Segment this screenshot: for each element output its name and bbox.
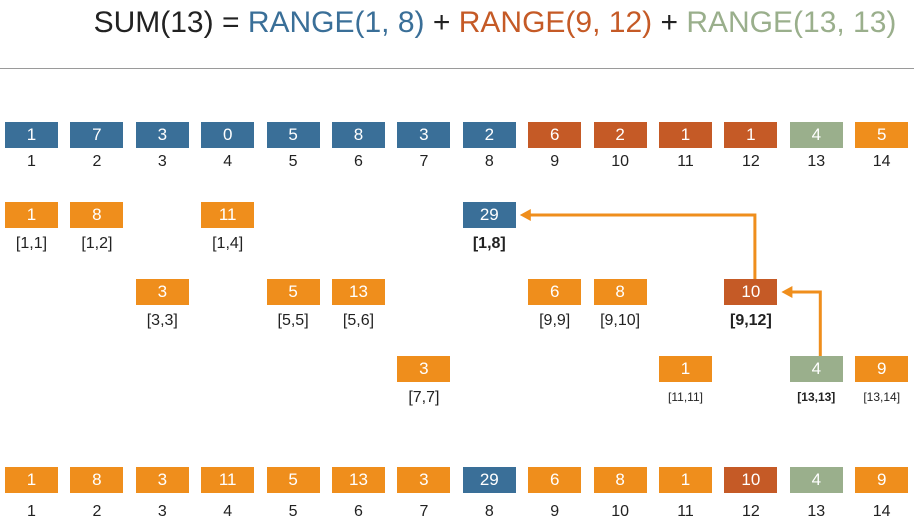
header-divider [0,68,914,69]
arrow-line [528,213,757,279]
bit-index-label: 14 [872,503,891,520]
bit-index-label: 6 [354,503,363,520]
array-index-label: 14 [872,153,891,170]
bit-cell: 6 [528,467,582,493]
tree-node: 11 [201,202,255,228]
bit-index-label: 4 [223,503,233,520]
array-cell: 3 [397,122,451,148]
arrow-head [519,209,531,221]
bit-cell: 8 [593,467,647,493]
array-index-label: 11 [677,153,694,170]
tree-node-range-label: [1,2] [81,235,113,252]
tree-node-range-label: [9,12] [729,312,772,329]
formula-prefix: SUM(13) = [93,6,248,39]
array-cell: 2 [462,122,516,148]
tree-node-range-label: [7,7] [408,389,440,406]
bit-index-label: 5 [288,503,298,520]
arrow-line [790,290,822,356]
tree-node: 4 [789,356,843,382]
tree-node: 29 [462,202,516,228]
tree-node: 9 [855,356,909,382]
array-index-label: 10 [611,153,629,170]
tree-node-range-label: [3,3] [146,312,178,329]
array-index-label: 12 [741,153,760,170]
tree-node: 6 [528,279,582,305]
bit-index-label: 1 [27,503,36,520]
tree-node: 8 [70,202,124,228]
bit-cell: 3 [397,467,451,493]
arrow-head [781,286,793,298]
array-cell: 6 [528,122,582,148]
formula-range-13-13: RANGE(13, 13) [686,6,897,39]
bit-index-label: 2 [92,503,102,520]
bit-index-label: 9 [550,503,560,520]
array-cell: 0 [201,122,255,148]
tree-node: 3 [135,279,189,305]
tree-node: 8 [593,279,647,305]
tree-node-range-label: [5,6] [342,312,375,329]
bit-cell: 29 [462,467,516,493]
tree-node-range-label: [9,10] [600,312,641,329]
formula-plus-2: + [652,6,687,39]
tree-node-range-label: [13,13] [797,390,836,404]
array-cell: 1 [724,122,778,148]
bit-index-label: 11 [677,503,694,520]
array-index-label: 9 [550,153,560,170]
tree-node: 13 [332,279,385,305]
array-cell: 4 [789,122,843,148]
sum-formula: SUM(13) = RANGE(1, 8) + RANGE(9, 12) + R… [0,6,914,40]
bit-cell: 5 [266,467,320,493]
bit-index-label: 8 [484,503,494,520]
bit-cell: 8 [70,467,124,493]
array-index-label: 13 [807,153,826,170]
array-index-label: 5 [288,153,298,170]
bit-cell: 1 [659,467,712,493]
array-index-label: 2 [92,153,102,170]
tree-node: 1 [659,356,712,382]
array-cell: 5 [266,122,320,148]
tree-node-range-label: [9,9] [539,312,571,329]
bit-cell: 11 [201,467,255,493]
tree-node-range-label: [1,8] [472,235,506,252]
array-cell: 7 [70,122,124,148]
array-cell: 1 [5,122,58,148]
bit-index-label: 3 [157,503,167,520]
array-cell: 3 [135,122,189,148]
tree-node: 5 [266,279,320,305]
bit-cell: 3 [135,467,189,493]
formula-range-1-8: RANGE(1, 8) [247,6,425,39]
bit-index-label: 10 [611,503,629,520]
tree-node-range-label: [5,5] [277,312,309,329]
array-index-label: 1 [27,153,36,170]
tree-node: 1 [5,202,58,228]
array-cell: 5 [855,122,909,148]
array-cell: 8 [332,122,385,148]
array-index-label: 4 [223,153,233,170]
array-cell: 2 [593,122,647,148]
tree-node-range-label: [13,14] [863,390,901,404]
bit-index-label: 12 [741,503,760,520]
formula-plus-1: + [424,6,459,39]
bit-cell: 1 [5,467,58,493]
tree-node: 10 [724,279,778,305]
array-index-label: 6 [354,153,363,170]
bit-cell: 4 [789,467,843,493]
formula-range-9-12: RANGE(9, 12) [458,6,653,39]
bit-cell: 9 [855,467,909,493]
array-index-label: 8 [484,153,494,170]
bit-index-label: 13 [807,503,826,520]
tree-node: 3 [397,356,451,382]
tree-node-range-label: [11,11] [668,390,703,404]
array-cell: 1 [659,122,712,148]
array-index-label: 3 [157,153,167,170]
array-index-label: 7 [419,153,429,170]
tree-node-range-label: [1,4] [212,235,244,252]
bit-cell: 13 [332,467,385,493]
bit-index-label: 7 [419,503,429,520]
bit-cell: 10 [724,467,778,493]
tree-node-range-label: [1,1] [15,235,48,252]
